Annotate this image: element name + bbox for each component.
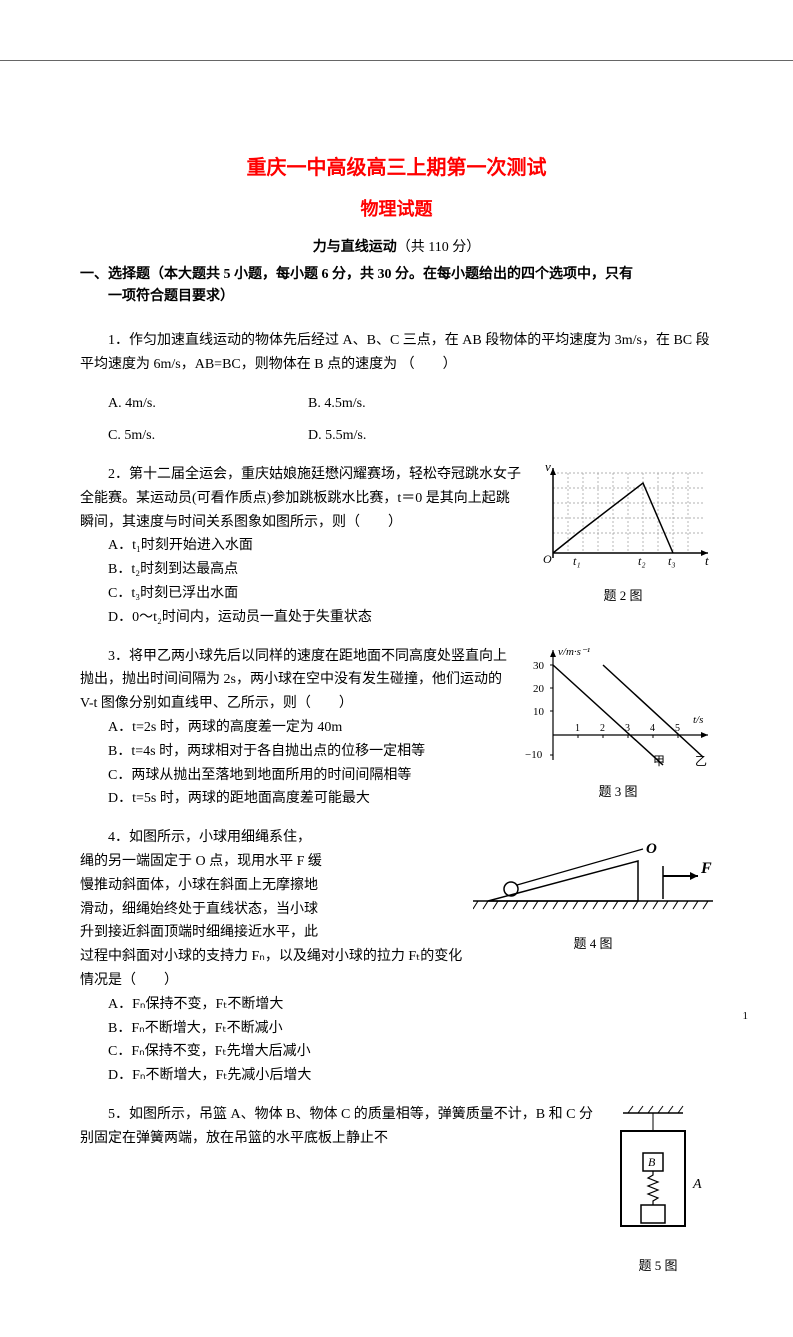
svg-text:2: 2 — [600, 723, 605, 734]
instructions-line1: 一、选择题（本大题共 5 小题，每小题 6 分，共 30 分。在每小题给出的四个… — [80, 264, 713, 286]
q3-chart: 30 20 10 −10 1 2 3 4 5 v/m·s⁻¹ t/ — [523, 645, 713, 770]
q5-figure: A B 题 5 图 — [603, 1103, 713, 1277]
q2-caption: 题 2 图 — [533, 585, 713, 607]
q4-caption: 题 4 图 — [473, 933, 713, 955]
section-points: （共 110 分） — [397, 240, 480, 255]
page-subtitle: 物理试题 — [80, 195, 713, 221]
q1-opt-b: B. 4.5m/s. — [308, 392, 508, 416]
svg-text:t₃: t₃ — [668, 554, 676, 568]
q1-opt-a: A. 4m/s. — [108, 392, 308, 416]
svg-text:30: 30 — [533, 660, 545, 672]
svg-text:A: A — [692, 1177, 702, 1192]
svg-text:B: B — [648, 1155, 656, 1169]
q2-chart: v O t₁ t₂ t₃ t — [533, 463, 713, 573]
q4-opt-d: D．Fₙ不断增大，Fₜ先减小后增大 — [108, 1064, 713, 1088]
page-title: 重庆一中高级高三上期第一次测试 — [80, 151, 713, 180]
svg-text:甲: 甲 — [653, 754, 665, 768]
svg-text:t: t — [705, 553, 709, 568]
q1-text: 1．作匀加速直线运动的物体先后经过 A、B、C 三点，在 AB 段物体的平均速度… — [80, 329, 713, 377]
svg-text:v: v — [545, 463, 551, 474]
question-4: O F 题 4 图 4．如图所示，小球用细绳系住， 绳的另一端固定于 O 点，现… — [80, 826, 713, 1088]
question-5: A B 题 5 图 5．如图所示，吊篮 A、物体 B、物体 C 的质量相等，弹簧… — [80, 1103, 713, 1282]
svg-text:1: 1 — [575, 723, 580, 734]
q4-opt-a: A．Fₙ保持不变，Fₜ不断增大 — [108, 993, 713, 1017]
q2-figure: v O t₁ t₂ t₃ t 题 2 图 — [533, 463, 713, 607]
instructions: 一、选择题（本大题共 5 小题，每小题 6 分，共 30 分。在每小题给出的四个… — [80, 264, 713, 309]
q4-opt-c: C．Fₙ保持不变，Fₜ先增大后减小 — [108, 1040, 713, 1064]
svg-text:4: 4 — [650, 723, 655, 734]
instructions-line2: 一项符合题目要求） — [80, 286, 713, 308]
q3-caption: 题 3 图 — [523, 781, 713, 803]
svg-text:20: 20 — [533, 683, 545, 695]
question-3: 30 20 10 −10 1 2 3 4 5 v/m·s⁻¹ t/ — [80, 645, 713, 812]
q5-caption: 题 5 图 — [603, 1255, 713, 1277]
svg-text:F: F — [700, 860, 712, 877]
q4-figure: O F 题 4 图 — [473, 841, 713, 955]
q2-opt-d: D．0～t₂时间内，运动员一直处于失重状态 — [108, 606, 713, 630]
q4-diagram: O F — [473, 841, 713, 921]
svg-text:O: O — [543, 552, 552, 566]
svg-text:t/s: t/s — [693, 714, 703, 726]
section-prefix: 力与直线运动 — [313, 240, 397, 255]
q5-diagram: A B — [603, 1103, 713, 1243]
svg-text:O: O — [646, 841, 657, 857]
svg-text:t₂: t₂ — [638, 554, 646, 568]
page-number: 1 — [743, 1010, 749, 1022]
q3-figure: 30 20 10 −10 1 2 3 4 5 v/m·s⁻¹ t/ — [523, 645, 713, 804]
q1-opt-c: C. 5m/s. — [108, 424, 308, 448]
svg-text:t₁: t₁ — [573, 554, 581, 568]
svg-text:乙: 乙 — [695, 754, 707, 768]
svg-text:−10: −10 — [525, 749, 543, 761]
question-1: 1．作匀加速直线运动的物体先后经过 A、B、C 三点，在 AB 段物体的平均速度… — [80, 329, 713, 448]
section-label: 力与直线运动（共 110 分） — [80, 236, 713, 256]
svg-text:10: 10 — [533, 706, 545, 718]
q1-opt-d: D. 5.5m/s. — [308, 424, 508, 448]
q4-opt-b: B．Fₙ不断增大，Fₜ不断减小 — [108, 1017, 713, 1041]
svg-text:v/m·s⁻¹: v/m·s⁻¹ — [558, 646, 590, 658]
question-2: v O t₁ t₂ t₃ t 题 2 图 2．第十二届全运会，重庆姑娘施廷懋闪耀… — [80, 463, 713, 630]
